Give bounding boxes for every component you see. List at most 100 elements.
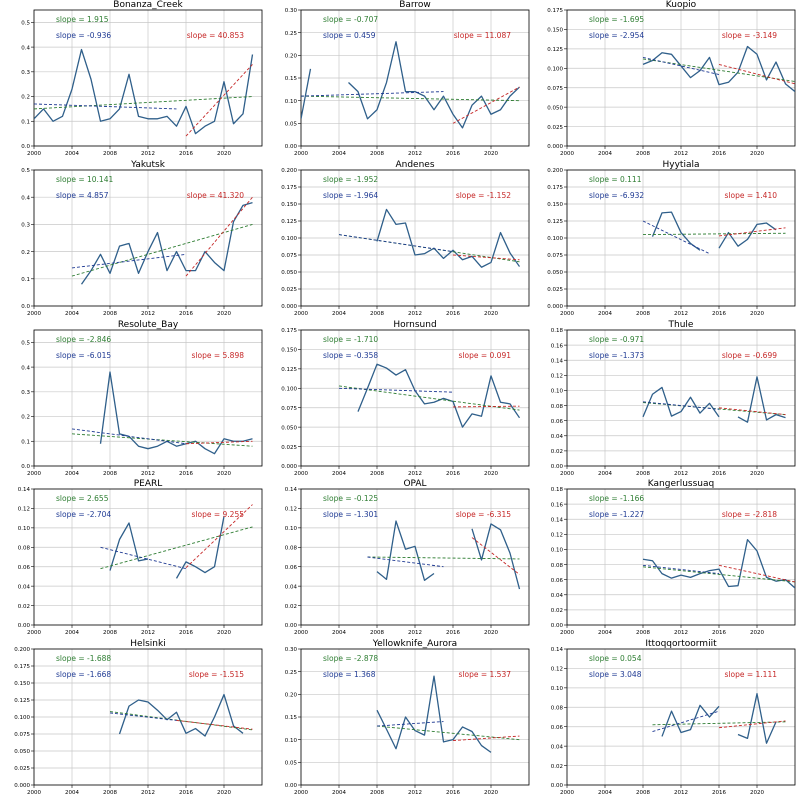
x-tick-label: 2016 xyxy=(446,311,460,317)
y-tick-label: 0.06 xyxy=(551,578,564,584)
y-tick-label: 0.04 xyxy=(284,585,297,591)
chart-panel-andenes: Andenes 0.000 0.025 0.050 0.075 0.100 0.125 0.1… xyxy=(281,160,530,317)
x-tick-label: 2008 xyxy=(103,151,117,157)
x-tick-label: 2020 xyxy=(484,630,498,636)
y-tick-label: 0.14 xyxy=(551,647,564,653)
y-tick-label: 0.0 xyxy=(21,304,30,310)
y-tick-label: 0.025 xyxy=(14,766,30,772)
y-tick-label: 0.00 xyxy=(284,783,297,789)
x-tick-label: 2000 xyxy=(560,151,574,157)
y-tick-label: 0.12 xyxy=(551,373,563,379)
y-tick-label: 0.08 xyxy=(551,403,564,409)
y-tick-label: 0.18 xyxy=(551,488,564,494)
slope-label-red: slope = 1.410 xyxy=(725,191,778,200)
y-tick-label: 0.025 xyxy=(281,444,297,450)
x-tick-label: 2016 xyxy=(179,311,193,317)
y-tick-label: 0.14 xyxy=(284,488,297,494)
data-series-line-0 xyxy=(642,386,720,417)
x-tick-label: 2000 xyxy=(27,471,41,477)
y-tick-label: 0.10 xyxy=(551,686,564,692)
y-tick-label: 0.00 xyxy=(551,464,564,470)
y-tick-label: 0.175 xyxy=(548,8,564,14)
chart-panel-hornsund: Hornsund 0.000 0.025 0.050 0.075 0.100 0.125 0.… xyxy=(281,320,530,477)
x-tick-label: 2008 xyxy=(103,790,117,796)
chart-panel-thule: Thule 0.00 0.02 0.04 0.06 0.08 0.10 0.12 0.14 0.1… xyxy=(551,320,796,477)
data-series-line-0 xyxy=(376,675,492,754)
slope-label-red: slope = 0.091 xyxy=(458,351,511,360)
axes-frame xyxy=(300,169,530,307)
trend-line-red xyxy=(452,86,520,124)
x-tick-label: 2008 xyxy=(636,471,650,477)
y-tick-label: 0.20 xyxy=(284,693,297,699)
slope-label-red: slope = 11.087 xyxy=(453,31,510,40)
x-tick-label: 2016 xyxy=(179,151,193,157)
y-tick-label: 0.125 xyxy=(281,219,297,225)
y-tick-label: 0.125 xyxy=(548,219,564,225)
x-tick-label: 2004 xyxy=(65,311,79,317)
x-tick-label: 2004 xyxy=(598,151,612,157)
y-tick-label: 0.075 xyxy=(548,253,564,259)
y-tick-label: 0.200 xyxy=(548,168,564,174)
axes-frame xyxy=(566,648,796,786)
x-tick-label: 2004 xyxy=(65,151,79,157)
x-tick-label: 2020 xyxy=(217,151,231,157)
y-tick-label: 0.00 xyxy=(551,624,564,630)
y-tick-label: 0.3 xyxy=(21,390,30,396)
y-tick-label: 0.100 xyxy=(281,386,297,392)
y-tick-label: 0.2 xyxy=(21,95,30,101)
x-tick-label: 2016 xyxy=(712,471,726,477)
axes-frame xyxy=(33,329,263,466)
x-tick-label: 2020 xyxy=(484,471,498,477)
x-tick-label: 2004 xyxy=(65,790,79,796)
x-tick-label: 2016 xyxy=(712,630,726,636)
y-tick-label: 0.15 xyxy=(284,76,297,82)
slope-label-red: slope = 9.255 xyxy=(192,510,245,519)
trend-line-red xyxy=(719,720,786,729)
slope-label-green: slope = -2.878 xyxy=(323,654,378,663)
trend-line-blue xyxy=(643,220,711,254)
data-series-line-0 xyxy=(661,704,720,737)
x-tick-label: 2012 xyxy=(674,311,688,317)
x-tick-label: 2016 xyxy=(179,790,193,796)
chart-panel-hyytiala: Hyytiala 0.000 0.025 0.050 0.075 0.100 0.125 0.… xyxy=(548,160,796,317)
chart-panel-barrow: Barrow 0.00 0.05 0.10 0.15 0.20 0.25 0.30 2000 20… xyxy=(284,0,530,157)
y-tick-label: 0.175 xyxy=(281,328,297,334)
chart-title: Andenes xyxy=(395,160,434,170)
trend-line-red xyxy=(452,735,520,742)
y-tick-label: 0.12 xyxy=(18,507,30,513)
x-tick-label: 2020 xyxy=(750,151,764,157)
data-series-line-0 xyxy=(109,516,225,580)
chart-panel-kangerlussuaq: Kangerlussuaq 0.00 0.02 0.04 0.06 0.08 0.10 0.1… xyxy=(551,479,796,636)
slope-label-green: slope = 0.054 xyxy=(589,654,642,663)
axes-frame xyxy=(566,9,796,147)
y-tick-label: 0.15 xyxy=(284,715,297,721)
y-tick-label: 0.10 xyxy=(551,388,564,394)
slope-label-green: slope = -0.125 xyxy=(323,494,378,503)
chart-title: Yellowknife_Aurora xyxy=(371,639,456,649)
x-tick-label: 2004 xyxy=(332,630,346,636)
y-tick-label: 0.050 xyxy=(14,749,30,755)
trend-line-blue xyxy=(652,710,720,733)
y-tick-label: 0.10 xyxy=(284,526,297,532)
slope-label-green: slope = -1.695 xyxy=(589,15,644,24)
slope-label-red: slope = 40.853 xyxy=(187,31,244,40)
slope-label-blue: slope = 1.368 xyxy=(323,670,376,679)
data-series-line-1 xyxy=(718,222,777,249)
x-tick-label: 2000 xyxy=(294,311,308,317)
y-tick-label: 0.025 xyxy=(548,125,564,131)
y-tick-label: 0.00 xyxy=(284,144,297,150)
trend-line-blue xyxy=(643,400,720,410)
y-tick-label: 0.06 xyxy=(551,725,564,731)
x-tick-label: 2020 xyxy=(217,471,231,477)
data-series-line-0 xyxy=(652,211,701,251)
y-tick-label: 0.0 xyxy=(21,144,30,150)
x-tick-label: 2000 xyxy=(294,790,308,796)
slope-label-blue: slope = -1.964 xyxy=(323,191,378,200)
y-tick-label: 0.150 xyxy=(281,202,297,208)
y-tick-label: 0.000 xyxy=(281,464,297,470)
data-series-line-0 xyxy=(34,48,254,135)
trend-line-red xyxy=(452,254,520,261)
data-series-line-0 xyxy=(376,208,520,268)
slope-label-blue: slope = -2.954 xyxy=(589,31,644,40)
axes-frame xyxy=(566,488,796,626)
